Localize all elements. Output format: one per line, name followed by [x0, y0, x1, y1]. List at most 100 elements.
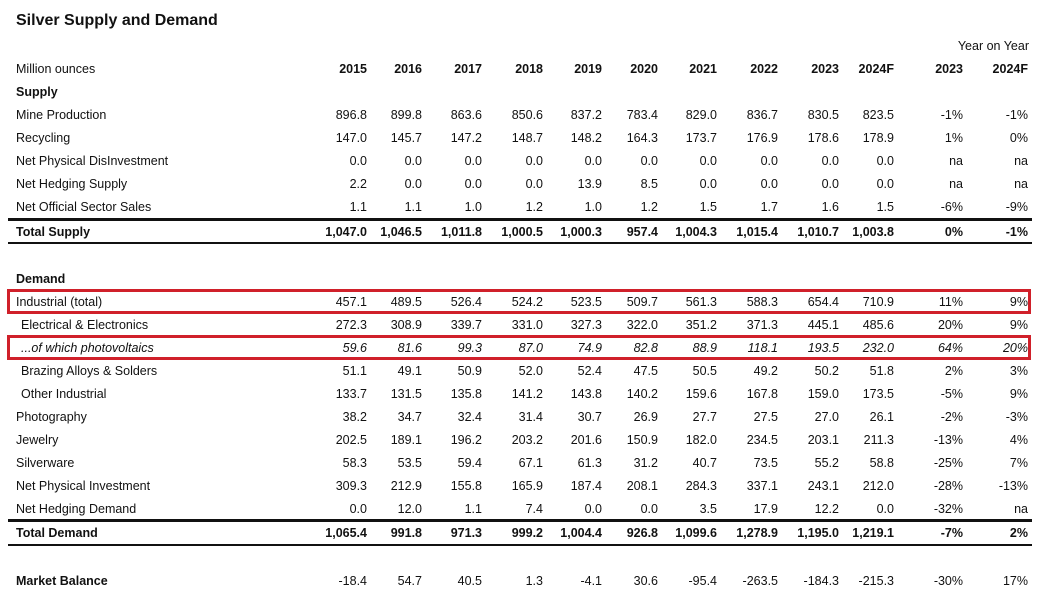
- cell: 1.2: [640, 200, 658, 214]
- cell: 64%: [937, 341, 963, 355]
- cell: 59.6: [342, 341, 367, 355]
- column-header: 2019: [574, 62, 602, 76]
- cell: 1.0: [584, 200, 602, 214]
- column-header: 2017: [454, 62, 482, 76]
- cell: 13.9: [577, 177, 602, 191]
- rule: [8, 218, 1032, 221]
- cell: 34.7: [397, 410, 422, 424]
- cell: 4%: [1009, 433, 1028, 447]
- cell: 0%: [944, 225, 963, 239]
- cell: na: [949, 154, 963, 168]
- cell: -18.4: [338, 574, 368, 588]
- cell: 173.7: [685, 131, 717, 145]
- cell: 178.9: [862, 131, 894, 145]
- cell: 148.7: [511, 131, 543, 145]
- cell: -28%: [933, 479, 963, 493]
- cell: 999.2: [511, 526, 543, 540]
- cell: 133.7: [335, 387, 367, 401]
- cell: 54.7: [397, 574, 422, 588]
- cell: 0.0: [525, 177, 543, 191]
- cell: 509.7: [626, 295, 658, 309]
- cell: 1.5: [699, 200, 717, 214]
- cell: 1.1: [404, 200, 422, 214]
- cell: 896.8: [335, 108, 367, 122]
- cell: 0.0: [464, 154, 482, 168]
- cell: 178.6: [807, 131, 839, 145]
- cell: 322.0: [626, 318, 658, 332]
- cell: 30.6: [633, 574, 658, 588]
- cell: 31.2: [633, 456, 658, 470]
- cell: 0.0: [349, 502, 367, 516]
- cell: 0.0: [464, 177, 482, 191]
- cell: 12.0: [397, 502, 422, 516]
- row-label: Net Physical DisInvestment: [16, 154, 169, 168]
- cell: 145.7: [390, 131, 422, 145]
- cell: 836.7: [746, 108, 778, 122]
- cell: na: [1014, 154, 1028, 168]
- highlight-box: [7, 335, 1031, 360]
- cell: -9%: [1005, 200, 1028, 214]
- cell: 654.4: [807, 295, 839, 309]
- cell: 1,065.4: [325, 526, 367, 540]
- rule: [8, 544, 1032, 546]
- cell: 59.4: [457, 456, 482, 470]
- cell: 1%: [944, 131, 963, 145]
- cell: 167.8: [746, 387, 778, 401]
- cell: 208.1: [626, 479, 658, 493]
- row-label: Brazing Alloys & Solders: [21, 364, 158, 378]
- section-label: Supply: [16, 85, 58, 99]
- cell: 40.7: [692, 456, 717, 470]
- cell: 2%: [1009, 526, 1028, 540]
- cell: 971.3: [450, 526, 482, 540]
- cell: 0.0: [760, 177, 778, 191]
- cell: -13%: [933, 433, 963, 447]
- column-header: 2023: [811, 62, 839, 76]
- cell: 327.3: [570, 318, 602, 332]
- cell: 159.6: [685, 387, 717, 401]
- cell: 1,000.5: [501, 225, 543, 239]
- row-label: Other Industrial: [21, 387, 107, 401]
- cell: 52.0: [518, 364, 543, 378]
- cell: 1.6: [821, 200, 839, 214]
- cell: 196.2: [450, 433, 482, 447]
- cell: -32%: [933, 502, 963, 516]
- cell: 485.6: [862, 318, 894, 332]
- cell: 141.2: [511, 387, 543, 401]
- column-header: 2024F: [992, 62, 1028, 76]
- row-label: Jewelry: [16, 433, 59, 447]
- cell: 1,219.1: [852, 526, 894, 540]
- cell: 1.1: [464, 502, 482, 516]
- cell: 147.2: [450, 131, 482, 145]
- cell: 49.1: [397, 364, 422, 378]
- cell: 829.0: [685, 108, 717, 122]
- cell: 53.5: [397, 456, 422, 470]
- cell: -13%: [998, 479, 1028, 493]
- rule: [8, 519, 1032, 522]
- cell: 9%: [1009, 387, 1028, 401]
- cell: 87.0: [518, 341, 543, 355]
- cell: 457.1: [335, 295, 367, 309]
- cell: 1,099.6: [675, 526, 717, 540]
- row-label: Electrical & Electronics: [21, 318, 149, 332]
- cell: 164.3: [626, 131, 658, 145]
- cell: 9%: [1009, 318, 1028, 332]
- cell: 830.5: [807, 108, 839, 122]
- cell: 20%: [1002, 341, 1028, 355]
- cell: 212.9: [390, 479, 422, 493]
- cell: 7%: [1009, 456, 1028, 470]
- cell: 201.6: [570, 433, 602, 447]
- column-header: 2024F: [858, 62, 894, 76]
- cell: 309.3: [335, 479, 367, 493]
- cell: 1,278.9: [736, 526, 778, 540]
- cell: 0.0: [821, 177, 839, 191]
- cell: 0.0: [640, 154, 658, 168]
- cell: 1.1: [349, 200, 367, 214]
- cell: -1%: [940, 108, 963, 122]
- cell: 957.4: [626, 225, 658, 239]
- cell: 51.8: [869, 364, 894, 378]
- cell: 2%: [944, 364, 963, 378]
- cell: 1,004.4: [560, 526, 602, 540]
- cell: 40.5: [457, 574, 482, 588]
- column-header: 2015: [339, 62, 367, 76]
- column-header: 2023: [935, 62, 963, 76]
